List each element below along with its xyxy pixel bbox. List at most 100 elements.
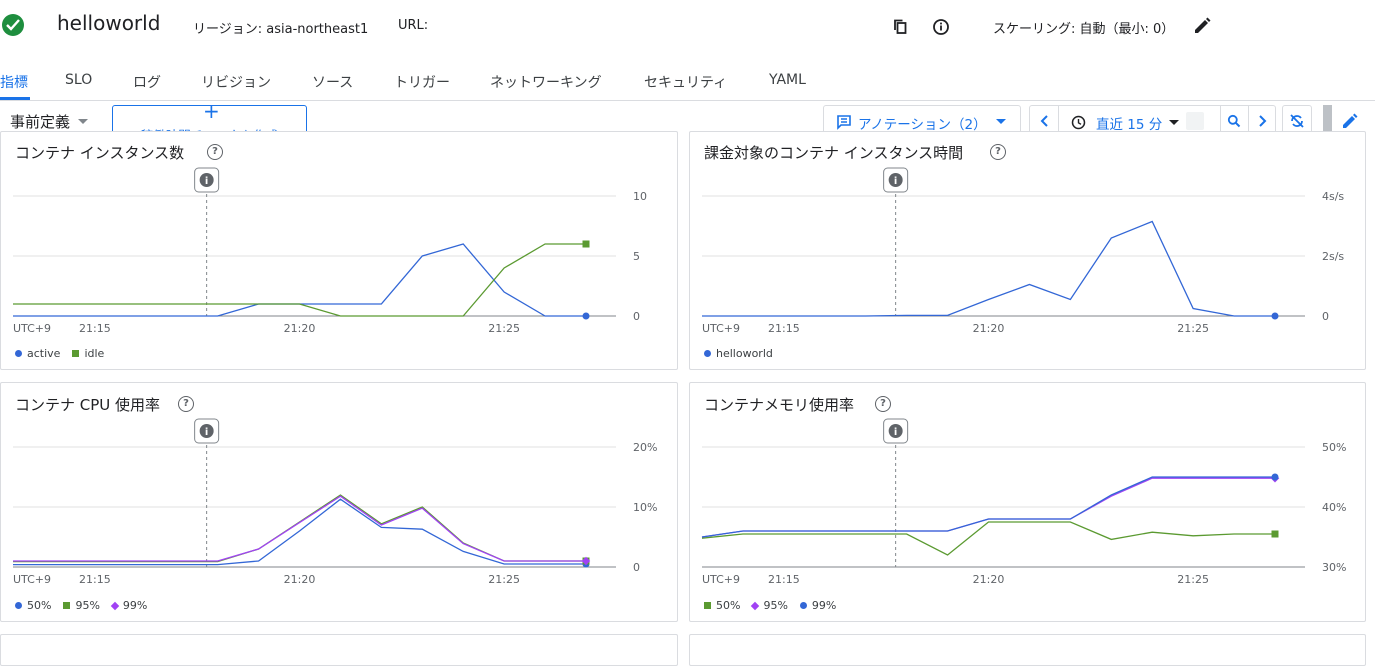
legend-swatch bbox=[15, 350, 22, 357]
url-label: URL: bbox=[398, 18, 429, 33]
y-tick-label: 50% bbox=[1322, 441, 1346, 454]
legend-item[interactable]: 99% bbox=[799, 599, 837, 612]
legend-label: 99% bbox=[811, 599, 837, 612]
comment-icon bbox=[837, 115, 851, 130]
help-icon[interactable]: ? bbox=[178, 396, 194, 412]
legend-item[interactable]: 50% bbox=[704, 599, 740, 612]
auto-refresh-off-icon[interactable] bbox=[1282, 105, 1312, 137]
tab-source[interactable]: ソース bbox=[312, 75, 354, 91]
legend-item[interactable]: 95% bbox=[751, 599, 788, 612]
legend-label: idle bbox=[84, 347, 105, 360]
legend-item[interactable]: 99% bbox=[110, 599, 147, 612]
legend-item[interactable]: active bbox=[15, 347, 60, 360]
chart-title: コンテナ CPU 使用率 bbox=[15, 396, 161, 414]
chevron-down-icon[interactable] bbox=[1169, 120, 1179, 125]
chart-card-memory-utilization: コンテナメモリ使用率 ? 50% 40% 30% UTC+9 21:15 21:20 21:… bbox=[689, 382, 1366, 622]
chart-plot: 20% 10% 0 UTC+9 21:15 21:20 21:25 i bbox=[13, 418, 657, 586]
y-tick-label: 5 bbox=[633, 250, 640, 263]
tab-networking[interactable]: ネットワーキング bbox=[490, 75, 602, 91]
help-icon[interactable]: ? bbox=[875, 396, 891, 412]
series-line-1 bbox=[702, 220, 1275, 317]
time-range-controls: 直近 15 分 bbox=[1029, 105, 1276, 137]
series-line-2 bbox=[13, 243, 586, 317]
series-line-3 bbox=[13, 495, 586, 562]
copy-icon[interactable] bbox=[890, 16, 912, 38]
edit-pencil-icon[interactable] bbox=[1340, 111, 1360, 131]
series-line-2 bbox=[13, 494, 586, 563]
x-tick-label: 21:20 bbox=[284, 573, 316, 586]
chart-title: コンテナ インスタンス数 bbox=[15, 144, 185, 162]
y-tick-label: 10 bbox=[633, 190, 647, 203]
legend-swatch bbox=[63, 602, 71, 609]
time-range-dropdown[interactable]: 直近 15 分 bbox=[1096, 117, 1163, 133]
toolbar-divider bbox=[1323, 105, 1332, 132]
chart-card-instance-count: コンテナ インスタンス数 ? 10 5 0 UTC+9 21:15 21:20 21:25 i… bbox=[0, 131, 678, 370]
x-tick-label: 21:20 bbox=[284, 322, 316, 335]
legend-swatch bbox=[704, 602, 711, 609]
chart-card-billable-instance-time: 課金対象のコンテナ インスタンス時間 ? 4s/s 2s/s 0 UTC+9 21:15… bbox=[689, 131, 1366, 370]
series-line-2 bbox=[701, 477, 1275, 538]
tab-yaml[interactable]: YAML bbox=[769, 72, 806, 88]
y-tick-label: 0 bbox=[633, 310, 640, 323]
y-tick-label: 40% bbox=[1322, 501, 1346, 514]
tab-triggers[interactable]: トリガー bbox=[394, 75, 450, 91]
chevron-left-icon[interactable] bbox=[1038, 114, 1052, 128]
legend-swatch bbox=[15, 602, 22, 609]
series-end-marker bbox=[582, 312, 590, 320]
chart-legend: 50% 95% 99% bbox=[15, 599, 159, 612]
legend-label: active bbox=[27, 347, 61, 360]
tab-security[interactable]: セキュリティ bbox=[644, 75, 728, 91]
y-tick-label: 10% bbox=[633, 501, 657, 514]
legend-swatch bbox=[751, 601, 760, 611]
clock-icon bbox=[1071, 115, 1086, 130]
metrics-toolbar: 事前定義 + 稼働時間チェックを作成 アノテーション（2） 直近 15 分 bbox=[0, 101, 1375, 143]
tab-bar: 指標 SLO ログ リビジョン ソース トリガー ネットワーキング セキュリティ… bbox=[0, 62, 1375, 101]
time-range-swatch bbox=[1186, 112, 1204, 130]
chart-card-cpu-utilization: コンテナ CPU 使用率 ? 20% 10% 0 UTC+9 21:15 21:20 21:… bbox=[0, 382, 678, 622]
info-icon[interactable] bbox=[930, 16, 952, 38]
chart-legend: active idle bbox=[15, 347, 116, 360]
legend-swatch bbox=[704, 350, 711, 357]
plus-icon: + bbox=[203, 99, 220, 123]
tab-slo[interactable]: SLO bbox=[65, 72, 93, 88]
y-tick-label: 4s/s bbox=[1322, 190, 1344, 203]
help-icon[interactable]: ? bbox=[207, 144, 223, 160]
chart-plot: 4s/s 2s/s 0 UTC+9 21:15 21:20 21:25 i bbox=[702, 167, 1344, 335]
x-tick-label: 21:20 bbox=[973, 573, 1005, 586]
chevron-right-icon[interactable] bbox=[1255, 114, 1269, 128]
preset-dropdown[interactable]: 事前定義 bbox=[10, 113, 71, 131]
chart-legend: 50% 95% 99% bbox=[704, 599, 848, 612]
chart-title: コンテナメモリ使用率 bbox=[704, 396, 855, 414]
series-line-1 bbox=[13, 243, 586, 317]
legend-item[interactable]: idle bbox=[72, 347, 104, 360]
x-tick-label: UTC+9 bbox=[13, 322, 51, 335]
x-tick-label: 21:20 bbox=[973, 322, 1005, 335]
chevron-down-icon[interactable] bbox=[78, 119, 88, 124]
legend-item[interactable]: 95% bbox=[63, 599, 100, 612]
legend-label: 95% bbox=[75, 599, 100, 612]
annotations-label: アノテーション（2） bbox=[858, 117, 987, 133]
legend-item[interactable]: 50% bbox=[15, 599, 51, 612]
chart-plot: 10 5 0 UTC+9 21:15 21:20 21:25 i bbox=[13, 167, 647, 335]
chevron-down-icon bbox=[996, 119, 1006, 124]
legend-label: 50% bbox=[27, 599, 52, 612]
tab-metrics[interactable]: 指標 bbox=[0, 75, 28, 91]
legend-swatch bbox=[799, 602, 807, 609]
legend-item[interactable]: helloworld bbox=[704, 347, 773, 360]
x-tick-label: 21:25 bbox=[1177, 322, 1209, 335]
help-icon[interactable]: ? bbox=[990, 144, 1006, 160]
tab-logs[interactable]: ログ bbox=[133, 75, 161, 91]
annotation-info-glyph: i bbox=[205, 427, 208, 438]
series-end-marker bbox=[1271, 530, 1279, 538]
x-tick-label: 21:25 bbox=[1177, 573, 1209, 586]
tab-revisions[interactable]: リビジョン bbox=[201, 75, 271, 91]
zoom-search-icon[interactable] bbox=[1227, 114, 1241, 128]
series-end-marker bbox=[1271, 312, 1279, 320]
series-end-marker bbox=[582, 240, 590, 248]
series-line-3 bbox=[701, 476, 1275, 538]
edit-scaling-pencil-icon[interactable] bbox=[1191, 15, 1213, 37]
annotation-info-glyph: i bbox=[205, 176, 208, 187]
annotation-info-glyph: i bbox=[894, 176, 897, 187]
x-tick-label: 21:15 bbox=[768, 573, 800, 586]
y-tick-label: 20% bbox=[633, 441, 657, 454]
